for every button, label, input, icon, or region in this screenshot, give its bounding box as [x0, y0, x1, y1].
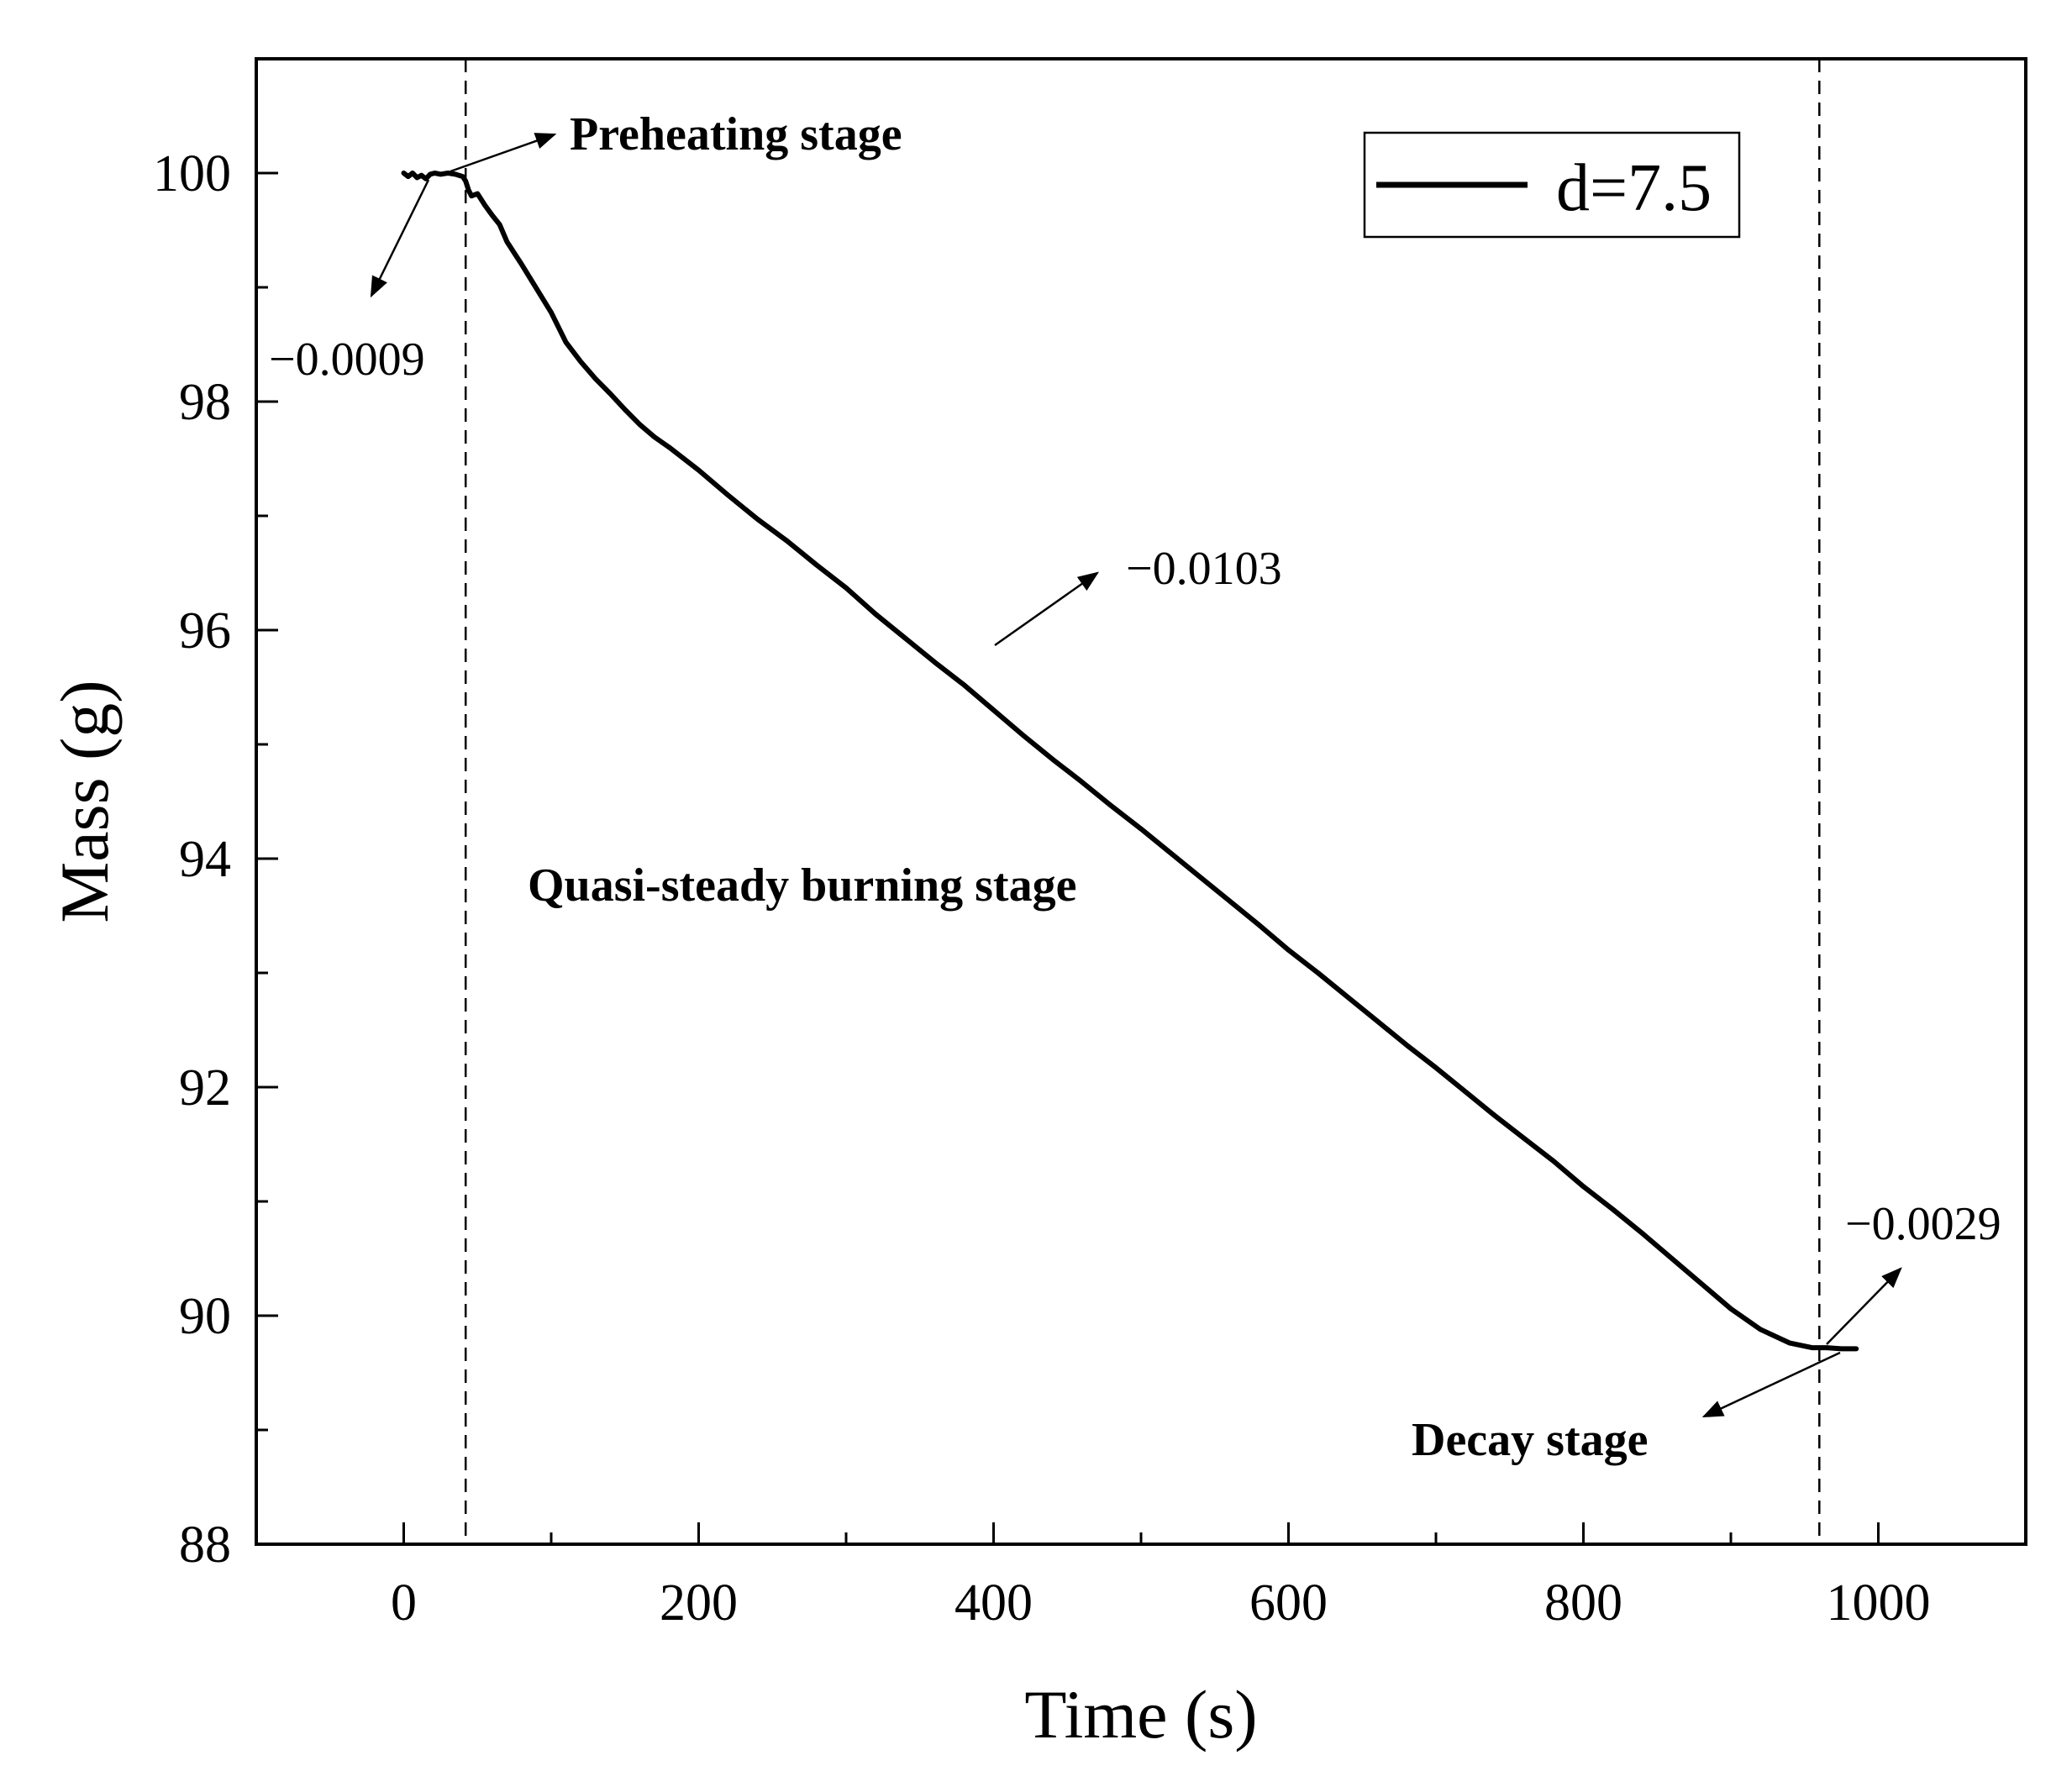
x-tick-label: 200 — [660, 1574, 738, 1632]
y-tick-label: 88 — [179, 1516, 231, 1574]
quasi-steady-slope-label: −0.0103 — [1126, 543, 1282, 595]
decay-slope-label: −0.0029 — [1845, 1198, 2001, 1250]
decay-stage-label: Decay stage — [1412, 1414, 1648, 1466]
y-tick-label: 96 — [179, 602, 231, 660]
legend-entry-label: d=7.5 — [1556, 151, 1712, 225]
decay-slope-arrow — [1826, 1267, 1902, 1345]
stage-boundary-lines — [464, 59, 1821, 1544]
preheating-slope-arrow — [370, 179, 430, 298]
x-tick-label: 400 — [954, 1574, 1033, 1632]
x-tick-label: 600 — [1249, 1574, 1328, 1632]
axis-tick-labels: 0 200 400 600 800 1000 88 90 92 94 96 98 100 — [153, 145, 1931, 1632]
series-line-mass — [401, 171, 1859, 1352]
axis-ticks — [256, 171, 1880, 1546]
legend: d=7.5 — [1363, 131, 1741, 239]
y-tick-label: 94 — [179, 831, 231, 888]
decay-stage-arrow — [1701, 1351, 1841, 1418]
x-axis-title: Time (s) — [1024, 1676, 1257, 1753]
y-tick-label: 100 — [153, 145, 231, 202]
preheating-slope-label: −0.0009 — [269, 334, 425, 386]
quasi-steady-stage-label: Quasi-steady burning stage — [528, 859, 1076, 912]
x-tick-label: 0 — [391, 1574, 417, 1632]
y-tick-label: 92 — [179, 1059, 231, 1117]
preheating-stage-arrow — [450, 133, 557, 173]
plot-area-frame — [255, 57, 2027, 1546]
data-series — [401, 171, 1859, 1352]
preheating-stage-label: Preheating stage — [570, 108, 902, 160]
quasi-steady-slope-arrow — [994, 571, 1100, 647]
x-tick-label: 1000 — [1827, 1574, 1931, 1632]
y-tick-label: 90 — [179, 1288, 231, 1345]
y-tick-label: 98 — [179, 374, 231, 431]
x-tick-label: 800 — [1544, 1574, 1622, 1632]
y-axis-title: Mass (g) — [46, 680, 123, 922]
